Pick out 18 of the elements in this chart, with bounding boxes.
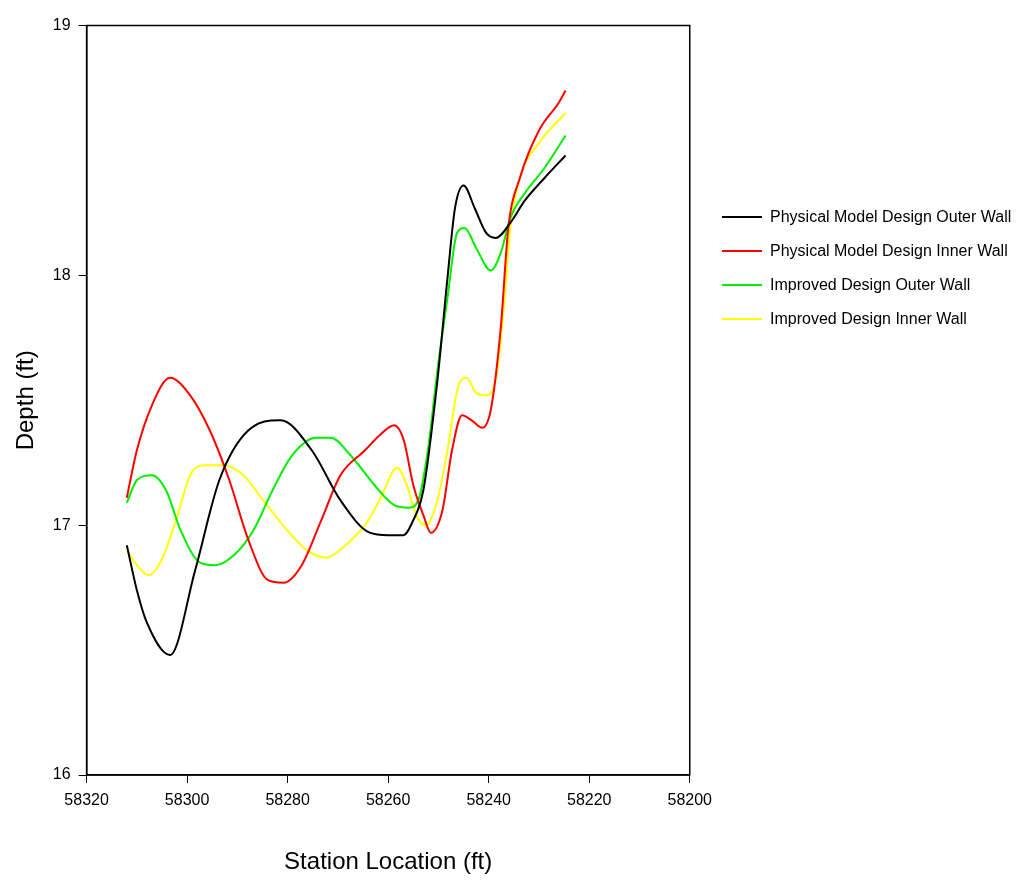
legend-label: Physical Model Design Outer Wall [770,208,1012,226]
y-tick-label: 18 [52,265,71,283]
y-axis-title: Depth (ft) [11,350,39,451]
y-tick-label: 19 [52,16,71,34]
x-tick-label: 58220 [566,791,612,809]
y-tick-label: 16 [52,765,71,783]
x-axis-title: Station Location (ft) [284,847,493,875]
line-series [125,154,567,657]
legend-label: Improved Design Inner Wall [770,310,967,328]
x-tick-label: 58240 [466,791,512,809]
x-tick-label: 58200 [667,791,713,809]
x-tick-label: 58300 [164,791,210,809]
y-tick-label: 17 [52,515,71,533]
x-tick-label: 58320 [64,791,109,809]
legend-label: Improved Design Outer Wall [770,276,971,294]
legend-label: Physical Model Design Inner Wall [770,242,1008,260]
x-tick-label: 58260 [365,791,411,809]
x-tick-label: 58280 [265,791,310,809]
